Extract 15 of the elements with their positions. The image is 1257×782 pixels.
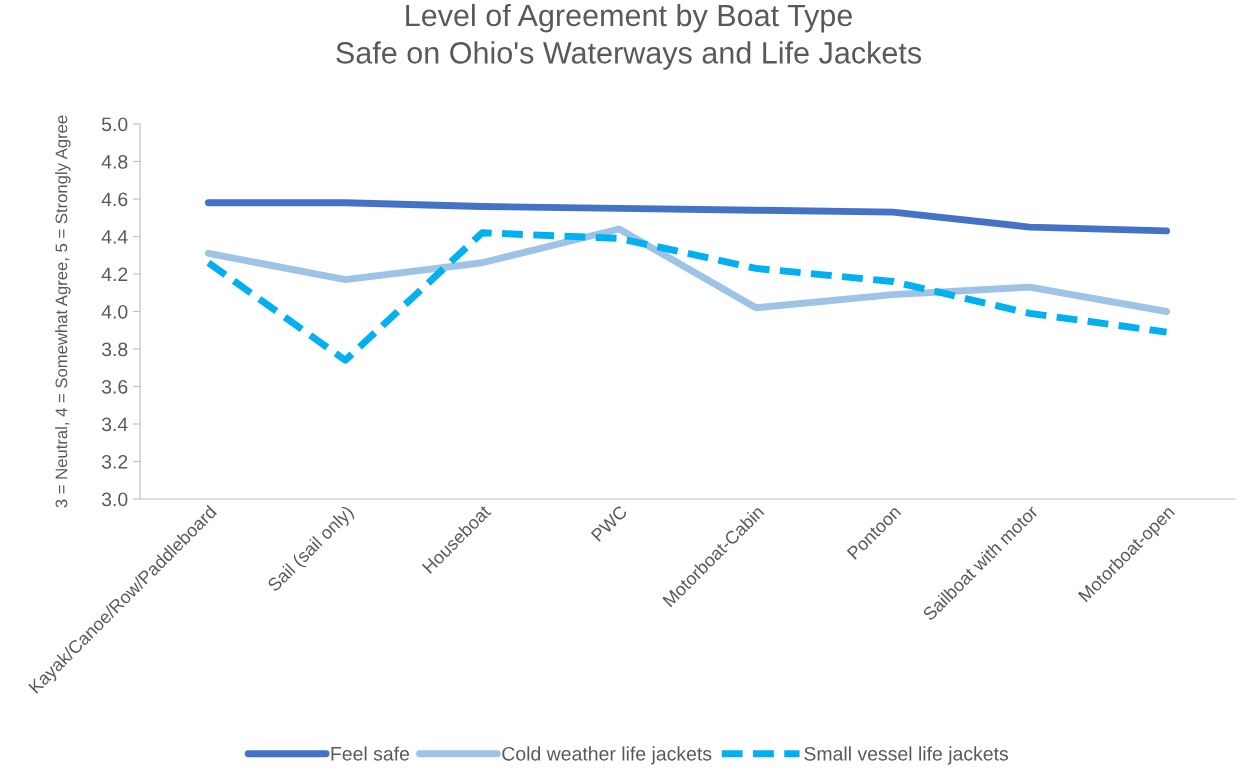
legend-label: Small vessel life jackets xyxy=(804,746,1009,765)
legend-label: Cold weather life jackets xyxy=(502,746,712,765)
y-tick-label: 5.0 xyxy=(101,117,128,132)
y-tick-label: 3.4 xyxy=(101,417,128,432)
y-tick-label: 4.4 xyxy=(101,230,128,244)
y-tick-label: 3.2 xyxy=(101,454,128,469)
y-tick-label: 4.0 xyxy=(101,304,128,319)
y-tick-label: 3.0 xyxy=(101,492,128,507)
y-tick-label: 4.6 xyxy=(101,192,128,207)
legend-label: Feel safe xyxy=(331,746,410,761)
y-tick-label: 3.8 xyxy=(101,342,128,357)
y-tick-label: 4.2 xyxy=(101,267,128,282)
y-tick-label: 4.8 xyxy=(101,154,128,169)
y-tick-label: 3.6 xyxy=(101,379,128,394)
chart-title: Level of Agreement by Boat Type Safe on Ohio's Waterways and Life Jackets xyxy=(336,3,922,70)
